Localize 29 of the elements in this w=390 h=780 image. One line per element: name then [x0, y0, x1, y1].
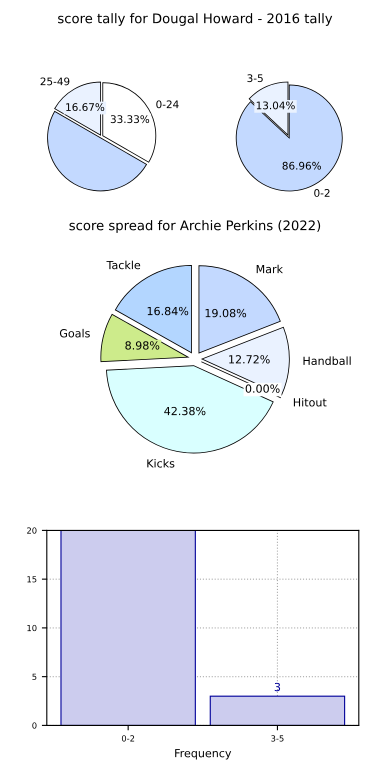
slice-label: Handball — [304, 356, 351, 365]
slice-label: 3-5 — [247, 74, 263, 82]
data-label: 33.33% — [110, 115, 150, 124]
data-label: 16.84% — [148, 306, 188, 316]
slice-label: Goals — [60, 328, 90, 338]
slice-label: Mark — [256, 264, 283, 274]
slice-label: 25-49 — [40, 77, 70, 86]
category-label: Hitout — [294, 398, 327, 407]
slice-label: 0-24 — [156, 100, 179, 108]
y-tick-label: 20 — [27, 527, 37, 534]
slice-label: Tackle — [106, 260, 140, 270]
data-label: 12.72% — [229, 355, 270, 364]
y-tick-label: 10 — [27, 624, 37, 632]
data-label: 8.98% — [125, 341, 160, 350]
x-axis-title: Frequency — [175, 749, 232, 760]
chart-title: score spread for Archie Perkins (2022) — [69, 220, 320, 233]
text: 0.00% — [246, 384, 280, 393]
data-label: 16.67% — [66, 103, 104, 112]
data-label: 19.08% — [206, 308, 246, 318]
y-tick-label: 0 — [32, 722, 37, 729]
data-label: 13.04% — [256, 101, 295, 110]
slice-label: 0-2 — [314, 189, 330, 197]
slice-label: Kicks — [147, 458, 174, 468]
chart-title: score tally for Dougal Howard - 2016 tally — [58, 13, 332, 26]
data-label: 42.38% — [164, 406, 206, 416]
y-tick-label: 5 — [32, 674, 36, 680]
y-tick-label: 15 — [27, 576, 36, 582]
data-label: 86.96% — [282, 162, 321, 170]
data-label: 3 — [274, 682, 280, 692]
